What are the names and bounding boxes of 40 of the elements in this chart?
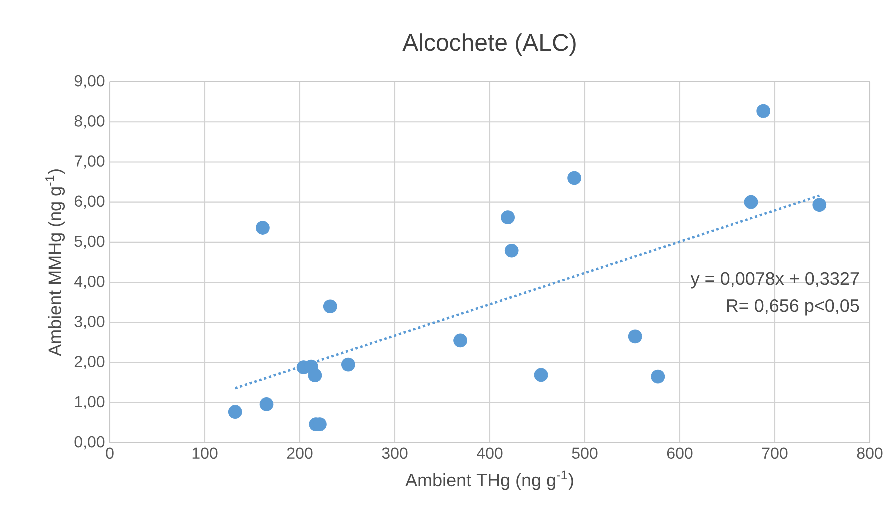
y-tick-label: 8,00: [74, 116, 105, 129]
y-tick-label: 4,00: [74, 276, 105, 290]
annotation: R= 0,656 p<0,05: [727, 299, 860, 316]
point: [744, 195, 758, 210]
point: [812, 198, 827, 212]
y-tick-label: 2,00: [74, 356, 105, 370]
point: [501, 210, 515, 225]
point: [256, 221, 270, 235]
point: [651, 370, 666, 384]
chart-title: Alcochete (ALC): [402, 34, 576, 56]
point: [308, 368, 322, 383]
x-tick-label: 200: [287, 448, 313, 460]
x-tick-label: 700: [762, 448, 788, 460]
x-tick-label: 0: [106, 448, 114, 460]
annotation: y = 0,0078x + 0,3327: [690, 272, 860, 289]
x-axis-title: Ambient THg (ng g$^{-1}$): [406, 470, 574, 490]
point: [534, 368, 548, 382]
x-tick-label: 800: [857, 448, 883, 460]
point: [260, 398, 274, 412]
point: [228, 405, 242, 420]
point: [628, 330, 642, 344]
y-axis-title: Ambient MMHg (ng g$^{-1}$): [46, 170, 66, 356]
y-tick-label: 9,00: [74, 75, 105, 89]
point: [454, 334, 468, 348]
x-tick-label: 400: [477, 448, 503, 460]
x-tick-label: 500: [572, 448, 598, 460]
y-tick-label: 5,00: [74, 236, 105, 250]
point: [568, 171, 582, 186]
y-tick-label: 1,00: [75, 396, 105, 410]
x-tick-label: 600: [667, 448, 693, 460]
point: [342, 358, 356, 372]
point: [504, 244, 519, 258]
point: [323, 300, 338, 314]
y-tick-label: 3,00: [74, 316, 105, 330]
y-tick-label: 0,00: [74, 436, 105, 450]
x-tick-label: 300: [382, 448, 408, 460]
y-tick-label: 7,00: [74, 156, 105, 169]
point: [756, 104, 771, 118]
x-tick-label: 100: [192, 448, 218, 460]
y-tick-label: 6,00: [74, 196, 105, 209]
